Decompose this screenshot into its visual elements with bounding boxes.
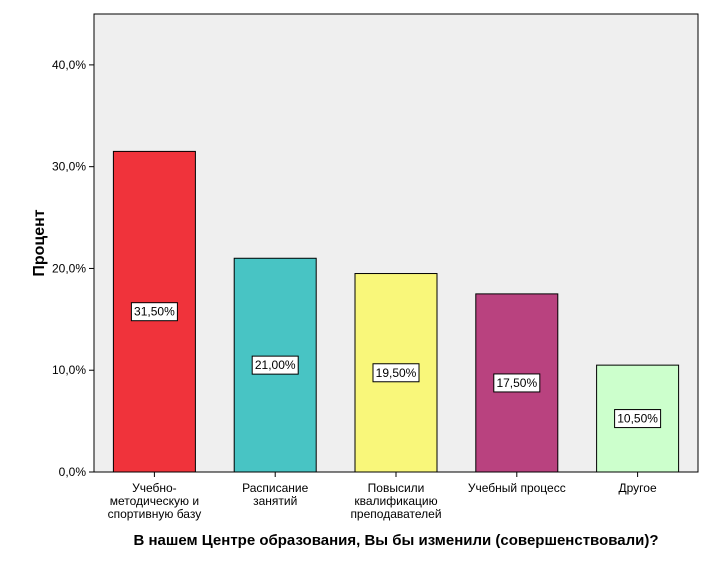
y-tick-label: 0,0% (59, 465, 87, 479)
x-category-label-line: спортивную базу (108, 507, 202, 521)
x-category-label: Учебный процесс (468, 481, 566, 495)
y-tick-label: 40,0% (52, 58, 86, 72)
data-label: 10,50% (617, 412, 658, 426)
x-category-label-line: занятий (253, 494, 297, 508)
x-category-label: Другое (619, 481, 657, 495)
data-label-box (130, 302, 178, 322)
x-axis-categories: Учебно-методическую и спортивную базу Расп… (108, 472, 657, 521)
y-tick-label: 10,0% (52, 363, 86, 377)
x-category-label: Повысили квалификацию преподавателей (350, 481, 441, 521)
x-category-label: Учебно-методическую и спортивную базу (108, 481, 202, 521)
data-labels: 31,50% 21,00% 19,50% 17,50% 10,50% (130, 302, 662, 429)
y-tick-label: 30,0% (52, 160, 86, 174)
data-label: 21,00% (255, 358, 296, 372)
x-category-label-line: Расписание (242, 481, 308, 495)
data-label: 19,50% (376, 366, 417, 380)
x-category-label-line: Учебный процесс (468, 481, 566, 495)
data-label-box (372, 363, 420, 383)
data-label: 31,50% (134, 305, 175, 319)
x-category-label-line: методическую и (110, 494, 199, 508)
data-label-box (614, 409, 662, 429)
x-category-label-line: квалификацию (354, 494, 437, 508)
data-label: 17,50% (496, 376, 537, 390)
x-category-label: Расписание занятий (242, 481, 308, 508)
x-axis-title: В нашем Центре образования, Вы бы измени… (133, 532, 658, 549)
data-label-box (493, 373, 541, 393)
x-category-label-line: Повысили (368, 481, 425, 495)
y-axis-title: Процент (31, 209, 48, 276)
y-tick-label: 20,0% (52, 261, 86, 275)
x-category-label-line: преподавателей (350, 507, 441, 521)
x-category-label-line: Учебно- (132, 481, 177, 495)
data-label-box (251, 355, 299, 375)
x-category-label-line: Другое (619, 481, 657, 495)
y-axis-ticks: 0,0% 10,0% 20,0% 30,0% 40,0% (52, 58, 94, 479)
